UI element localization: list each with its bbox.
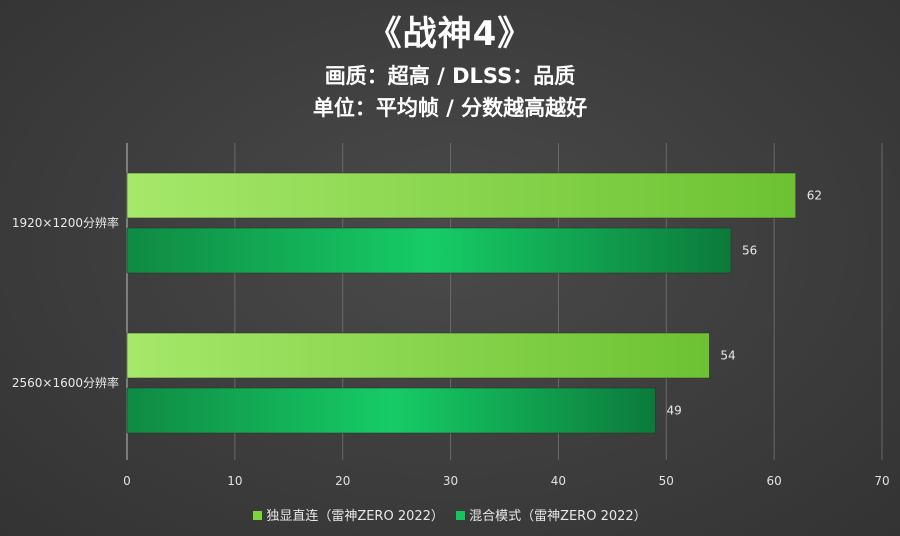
legend-item-series-1: 独显直连（雷神ZERO 2022） [253, 505, 444, 524]
data-label: 56 [742, 244, 757, 258]
bars-group [126, 172, 796, 434]
category-label: 1920×1200分辨率 [12, 215, 119, 230]
labels-group: 62 56 1920×1200分辨率 54 49 2560×1600分辨率 [12, 189, 822, 418]
x-tick-label: 60 [767, 474, 782, 488]
x-tick-label: 50 [659, 474, 674, 488]
data-label: 49 [667, 404, 682, 418]
bar-1-1 [126, 172, 796, 219]
x-tick-label: 0 [123, 474, 131, 488]
bar-2-1 [126, 227, 732, 274]
legend-swatch-2 [456, 511, 466, 520]
legend-label-2: 混合模式（雷神ZERO 2022） [469, 509, 647, 524]
category-label: 2560×1600分辨率 [12, 375, 119, 390]
legend-item-series-2: 混合模式（雷神ZERO 2022） [456, 505, 647, 524]
chart-subtitle-units: 单位：平均帧 / 分数越高越好 [312, 96, 588, 120]
x-tick-label: 20 [335, 474, 350, 488]
bar-1-2 [126, 332, 710, 379]
bar-2-2 [126, 387, 656, 434]
legend-swatch-1 [253, 511, 263, 520]
legend: 独显直连（雷神ZERO 2022） 混合模式（雷神ZERO 2022） [0, 505, 900, 524]
x-tick-label: 70 [874, 474, 889, 488]
chart-title: 《战神4》 [367, 14, 533, 54]
x-tick-label: 10 [227, 474, 242, 488]
data-label: 54 [720, 349, 735, 363]
chart-subtitle-settings: 画质：超高 / DLSS：品质 [324, 64, 576, 88]
data-label: 62 [807, 189, 822, 203]
legend-label-1: 独显直连（雷神ZERO 2022） [266, 509, 444, 524]
x-tick-label: 40 [551, 474, 566, 488]
x-tick-label: 30 [443, 474, 458, 488]
